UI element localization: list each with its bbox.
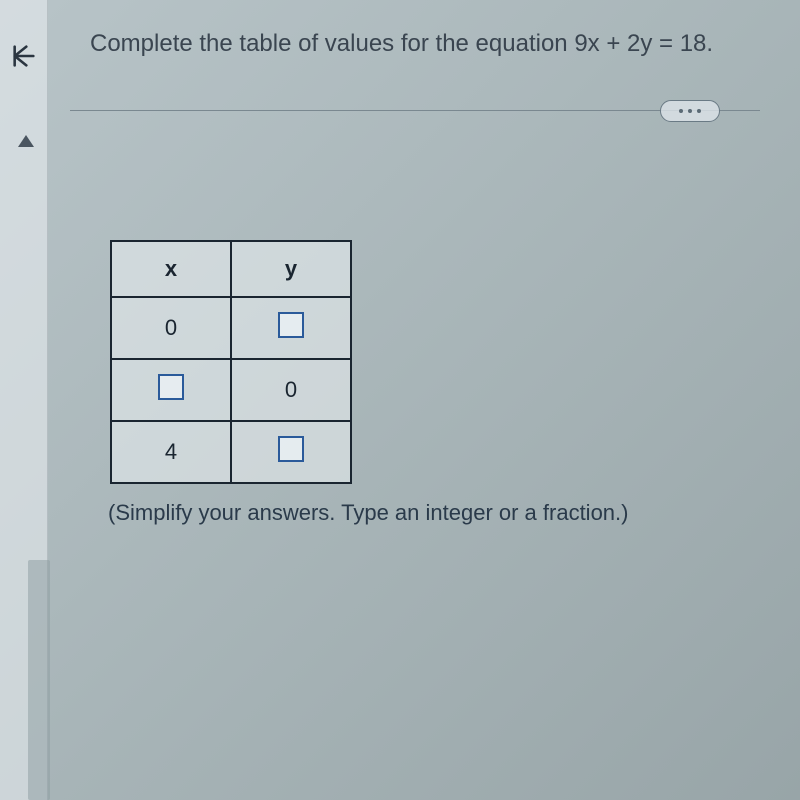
left-rail [0, 0, 48, 800]
dot-icon [697, 109, 701, 113]
more-options-button[interactable] [660, 100, 720, 122]
back-arrow-icon [10, 42, 38, 70]
section-divider [70, 110, 760, 111]
table-row: 0 [111, 359, 351, 421]
dot-icon [688, 109, 692, 113]
cell-y-0 [231, 297, 351, 359]
answer-input-y0[interactable] [278, 312, 304, 338]
hint-text: (Simplify your answers. Type an integer … [108, 500, 628, 526]
answer-input-x1[interactable] [158, 374, 184, 400]
table-row: 4 [111, 421, 351, 483]
back-button[interactable] [8, 40, 40, 72]
header-y: y [231, 241, 351, 297]
values-table: x y 0 0 4 [110, 240, 352, 484]
header-x: x [111, 241, 231, 297]
table-header-row: x y [111, 241, 351, 297]
dot-icon [679, 109, 683, 113]
answer-input-y2[interactable] [278, 436, 304, 462]
scrollbar-track[interactable] [28, 560, 50, 800]
values-table-wrap: x y 0 0 4 [110, 240, 352, 484]
cell-y-1: 0 [231, 359, 351, 421]
cell-x-2: 4 [111, 421, 231, 483]
cell-y-2 [231, 421, 351, 483]
cell-x-1 [111, 359, 231, 421]
table-row: 0 [111, 297, 351, 359]
cell-x-0: 0 [111, 297, 231, 359]
question-text: Complete the table of values for the equ… [90, 30, 713, 58]
scroll-up-arrow-icon[interactable] [18, 135, 34, 147]
content-area: Complete the table of values for the equ… [70, 0, 800, 800]
